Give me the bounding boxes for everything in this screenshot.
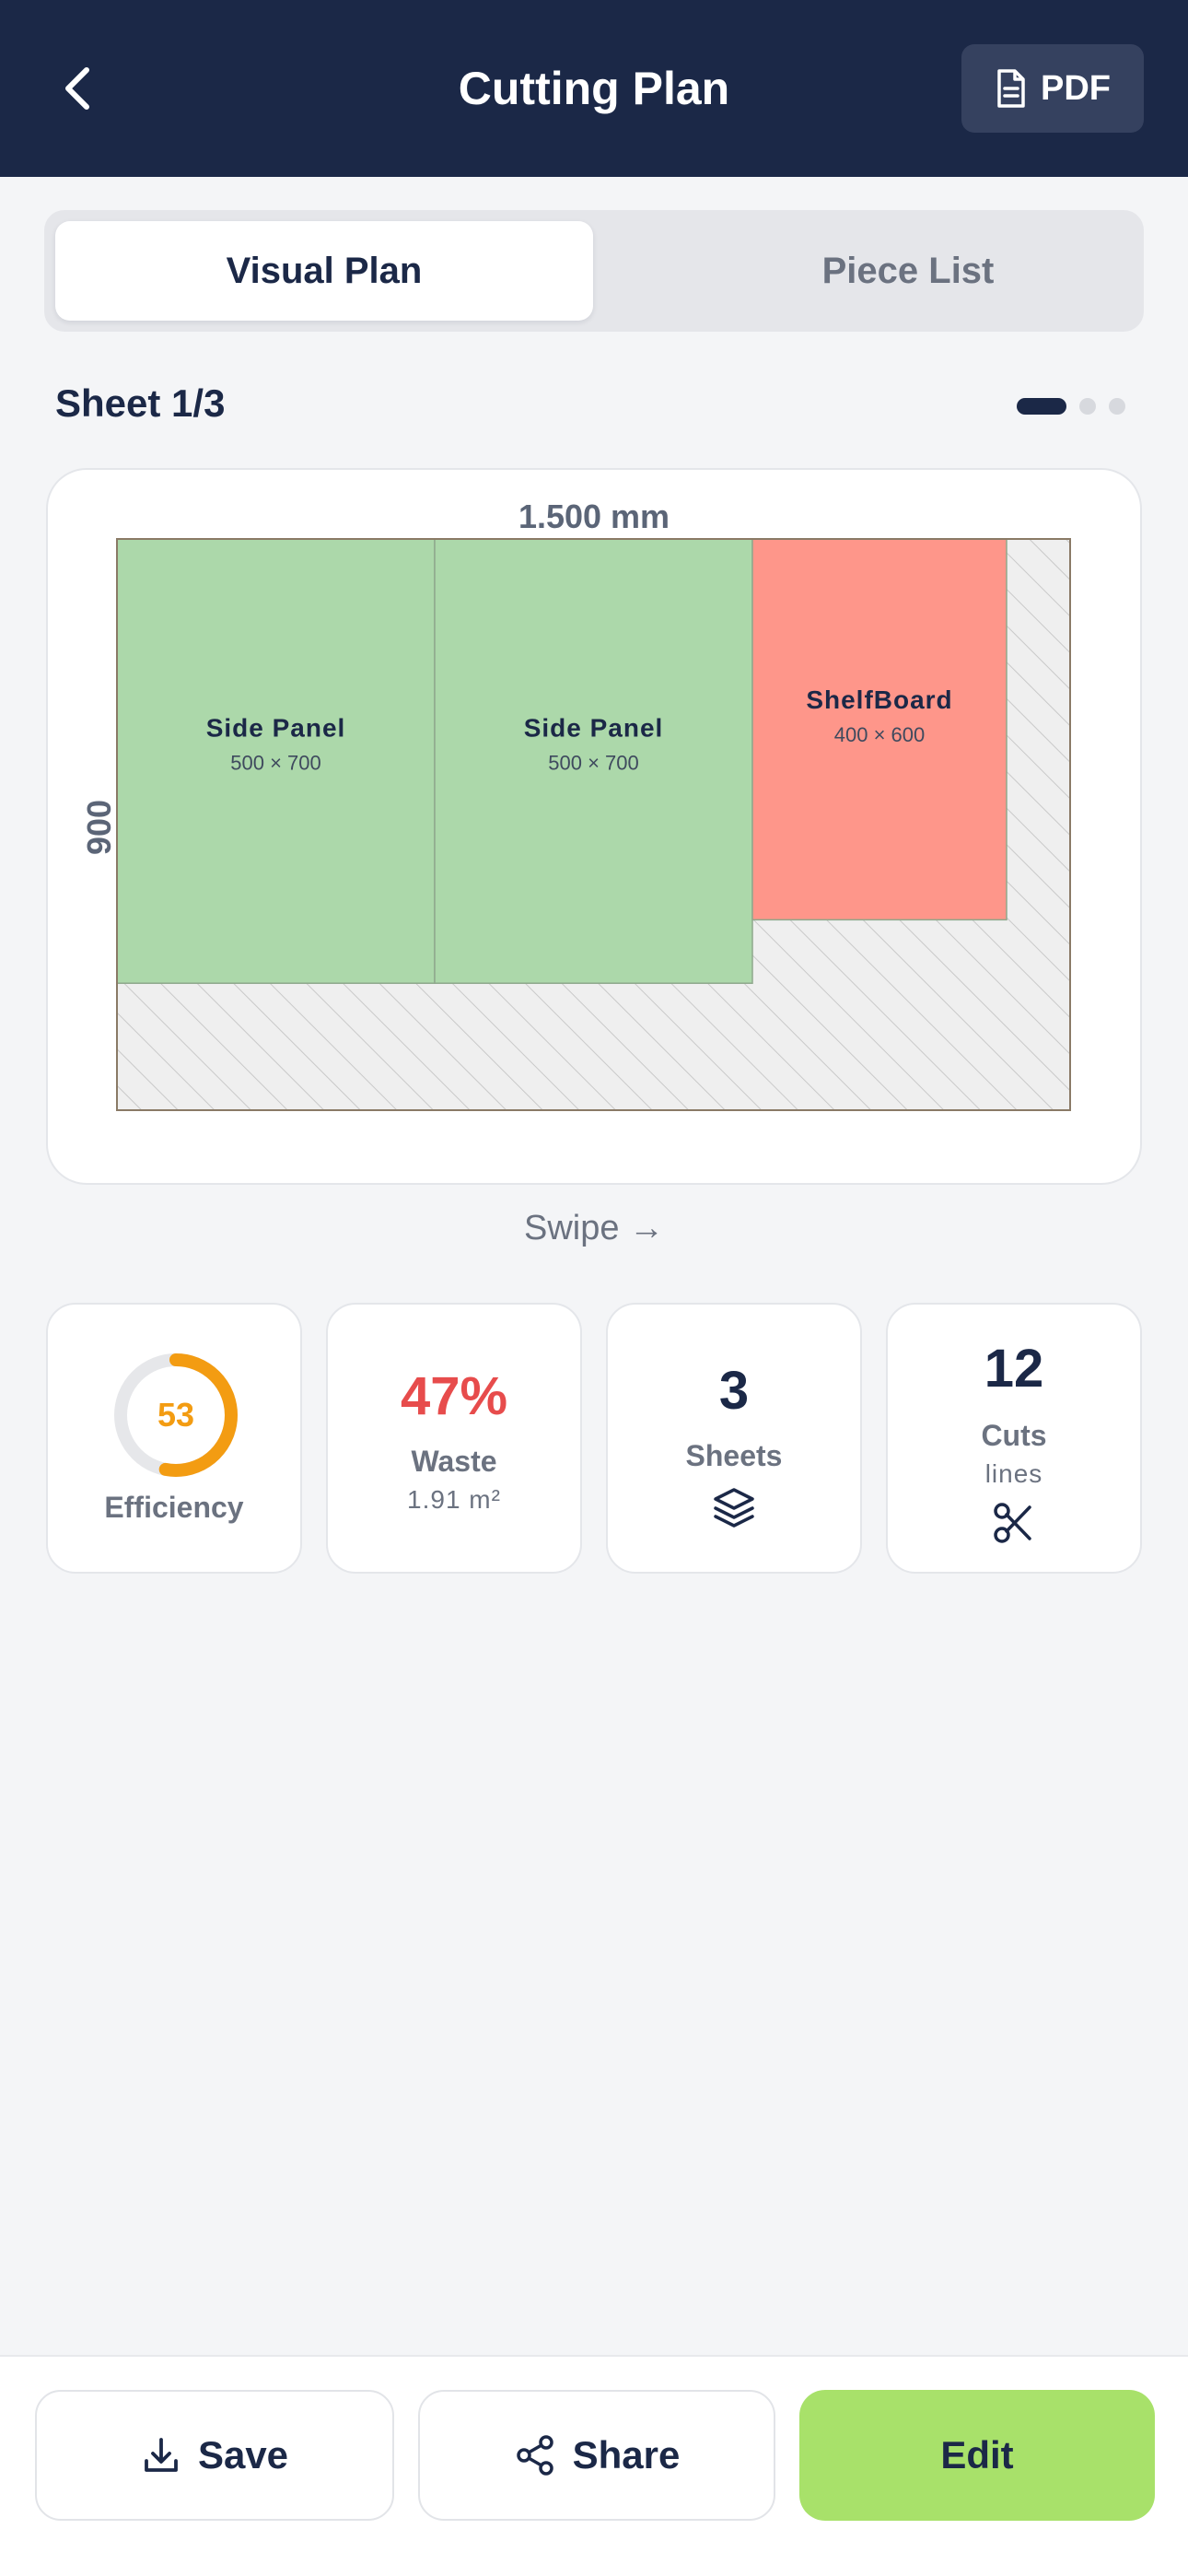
cuts-card: 12 Cuts lines (886, 1303, 1142, 1574)
edit-button[interactable]: Edit (799, 2390, 1155, 2521)
swipe-hint: Swipe → (523, 1209, 665, 1247)
waste-label: Waste (411, 1445, 497, 1478)
sheets-value: 3 (718, 1361, 750, 1421)
page-title: Cutting Plan (458, 63, 730, 114)
piece-dimensions: 500 × 700 (548, 752, 638, 775)
waste-area-value: 1.91 m² (407, 1485, 501, 1514)
piece-rect (434, 538, 753, 984)
board-diagram: Side Panel 500 × 700 Side Panel 500 × 700 Sh… (116, 538, 1071, 1111)
page-dot-2[interactable] (1079, 398, 1096, 415)
efficiency-ring (114, 1353, 238, 1477)
save-label: Save (197, 2433, 289, 2476)
waste-card: 47% Waste 1.91 m² (326, 1303, 582, 1574)
piece-name: Side Panel (206, 714, 346, 743)
piece-2[interactable]: Side Panel 500 × 700 (434, 538, 753, 984)
board-width-label: 1.500 mm (518, 498, 670, 535)
view-tabs: Visual Plan Piece List (44, 210, 1144, 332)
sheets-card: 3 Sheets (606, 1303, 862, 1574)
board-outline (116, 538, 1071, 1111)
piece-3[interactable]: ShelfBoard 400 × 600 (751, 538, 1007, 921)
share-button[interactable]: Share (418, 2390, 775, 2521)
scissors-icon (994, 1503, 1031, 1543)
share-icon (516, 2435, 553, 2476)
sheets-label: Sheets (685, 1439, 783, 1472)
chevron-left-icon (65, 67, 89, 110)
back-button[interactable] (44, 52, 111, 125)
page-dot-3[interactable] (1109, 398, 1125, 415)
piece-rect (116, 538, 436, 984)
sheet-pagination (1017, 398, 1125, 415)
cuts-label: Cuts (981, 1419, 1047, 1452)
pdf-button[interactable]: PDF (961, 44, 1144, 133)
piece-dimensions: 500 × 700 (230, 752, 320, 775)
efficiency-value: 53 (157, 1396, 195, 1434)
piece-name: Side Panel (524, 714, 664, 743)
tab-visual-plan[interactable]: Visual Plan (55, 221, 593, 321)
share-label: Share (572, 2433, 681, 2476)
app-header: Cutting Plan PDF (0, 0, 1188, 177)
sheet-label: Sheet 1/3 (55, 381, 226, 425)
page-dot-1[interactable] (1017, 398, 1066, 415)
save-button[interactable]: Save (35, 2390, 394, 2521)
efficiency-label: Efficiency (104, 1491, 244, 1524)
piece-rect (751, 538, 1007, 921)
piece-1[interactable]: Side Panel 500 × 700 (116, 538, 436, 984)
document-icon (997, 69, 1025, 108)
waste-value: 47% (400, 1366, 508, 1426)
edit-label: Edit (940, 2433, 1014, 2476)
download-icon (145, 2438, 178, 2472)
tab-piece-list[interactable]: Piece List (821, 250, 995, 291)
piece-dimensions: 400 × 600 (834, 723, 925, 746)
piece-name: ShelfBoard (806, 685, 952, 714)
cuts-value: 12 (984, 1339, 1044, 1399)
efficiency-card: 53 Efficiency (46, 1303, 302, 1574)
pdf-label: PDF (1041, 68, 1111, 108)
board-height-label: 900 mm (80, 798, 158, 857)
layers-icon (714, 1488, 754, 1528)
cuts-unit: lines (984, 1459, 1043, 1488)
